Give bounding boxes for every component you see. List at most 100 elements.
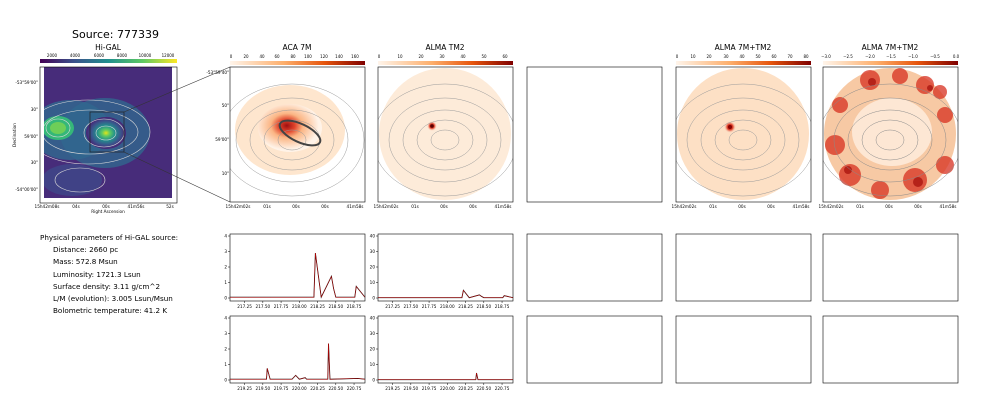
tm2-cbar-tick: 10 [397, 54, 403, 59]
tm2-xtick: 00s [469, 204, 477, 209]
empty-spectrum-panel [822, 315, 959, 384]
higal-title: Hi-GAL [95, 43, 122, 52]
higal-xtick: 41m56s [128, 204, 145, 209]
higal-cbar-tick: 12000 [162, 53, 175, 58]
spectrum-xtick-label: 218.75 [347, 304, 362, 309]
spectrum-ytick-label: 2 [224, 264, 227, 269]
combo-cbar-tick: 10 [690, 54, 696, 59]
combo-log-cbar-tick: −1.5 [886, 54, 896, 59]
higal-cbar-tick: 6000 [94, 53, 105, 58]
spectrum-ytick-label: 3 [224, 249, 227, 254]
spectrum-xtick-label: 217.50 [404, 304, 419, 309]
spectrum-xtick-label: 219.75 [274, 386, 289, 391]
higal-xtick: 15h42m08s [35, 204, 60, 209]
combo-cbar-tick: 30 [723, 54, 729, 59]
higal-ylabel: Declination [12, 123, 17, 147]
aca-ytick: 50" [222, 103, 229, 108]
parameter-line: Distance: 2660 pc [53, 245, 119, 255]
spectrum-xtick-label: 218.25 [310, 304, 325, 309]
higal-image [40, 67, 177, 203]
spectrum-ytick-label: 40 [370, 315, 376, 320]
combo-log-xtick: 00s [885, 204, 893, 209]
spectrum-aca-lower: 0 1 2 3 4 219.25 219.50 219.75 220.00 220.25 220.5… [224, 315, 366, 391]
zoom-connector-top [123, 66, 231, 113]
aca-cbar-tick: 140 [335, 54, 343, 59]
spectrum-xtick-label: 218.25 [458, 304, 473, 309]
spectrum-ytick-label: 20 [370, 346, 376, 351]
spectrum-xtick-label: 220.75 [347, 386, 362, 391]
spectrum-xtick-label: 219.25 [237, 386, 252, 391]
parameter-line: Mass: 572.8 Msun [53, 257, 118, 267]
combo-log-title: ALMA 7M+TM2 [862, 43, 919, 52]
empty-spectrum-panel [526, 315, 663, 384]
combo-xtick: 01s [709, 204, 717, 209]
spectrum-xtick-label: 217.75 [274, 304, 289, 309]
aca-ytick: 10" [222, 171, 229, 176]
combo-cbar-tick: 40 [739, 54, 745, 59]
spectrum-ytick-label: 1 [224, 362, 227, 367]
aca-cbar-tick: 20 [243, 54, 249, 59]
combo-xtick: 00s [767, 204, 775, 209]
combo-cbar-tick: 60 [771, 54, 777, 59]
spectrum-ytick-label: 10 [370, 280, 376, 285]
aca-title: ACA 7M [283, 43, 312, 52]
spectrum-xtick-label: 219.50 [256, 386, 271, 391]
tm2-panel: ALMA TM2 0 10 20 30 40 50 60 1 [374, 43, 514, 209]
tm2-cbar-tick: 40 [460, 54, 466, 59]
aca-xtick: 01s [263, 204, 271, 209]
combo-log-panel: ALMA 7M+TM2 −3.0 −2.5 −2.0 −1.5 −1.0 −0.… [819, 43, 960, 209]
tm2-cbar-tick: 20 [418, 54, 424, 59]
aca-ytick: 59'00" [215, 137, 229, 142]
combo-xtick: 00s [738, 204, 746, 209]
spectrum-ytick-label: 30 [370, 249, 376, 254]
parameter-line: Bolometric temperature: 41.2 K [53, 306, 168, 316]
spectrum-line-red [378, 372, 513, 380]
spectrum-xtick-label: 219.75 [422, 386, 437, 391]
spectrum-ytick-label: 2 [224, 346, 227, 351]
combo-cbar-tick: 0 [676, 54, 679, 59]
spectrum-xtick-label: 218.75 [495, 304, 510, 309]
spectrum-line-red [378, 289, 514, 298]
aca-image [230, 67, 365, 202]
tm2-image [378, 67, 513, 202]
combo-log-xtick: 15h42m02s [819, 204, 844, 209]
spectrum-line-black [230, 343, 366, 380]
combo-colorbar [676, 61, 811, 65]
parameter-line: L/M (evolution): 3.005 Lsun/Msun [53, 294, 173, 304]
tm2-cbar-tick: 50 [481, 54, 487, 59]
higal-ytick: 59'00" [24, 134, 38, 139]
combo-cbar-tick: 50 [755, 54, 761, 59]
physical-parameters: Physical parameters of Hi-GAL source: Di… [40, 232, 178, 317]
spectrum-frame [377, 315, 514, 384]
combo-log-xtick: 01s [856, 204, 864, 209]
spectrum-line-black [378, 289, 514, 299]
tm2-xtick: 00s [440, 204, 448, 209]
empty-spectrum-panel [675, 233, 812, 302]
spectrum-frame [377, 233, 514, 302]
combo-xtick: 15h42m02s [672, 204, 697, 209]
spectrum-ytick-label: 0 [224, 377, 227, 382]
combo-xtick: 41m58s [793, 204, 810, 209]
spectrum-ytick-label: 30 [370, 331, 376, 336]
higal-ytick: -53°59'00" [15, 80, 38, 85]
combo-log-colorbar [823, 61, 958, 65]
spectrum-xtick-label: 217.25 [237, 304, 252, 309]
empty-spectrum-panel [675, 315, 812, 384]
combo-cbar-tick: 20 [706, 54, 712, 59]
higal-cbar-tick: 10000 [139, 53, 152, 58]
combo-log-cbar-tick: −1.0 [908, 54, 918, 59]
spectrum-ytick-label: 3 [224, 331, 227, 336]
combo-log-image [823, 67, 958, 202]
spectrum-xtick-label: 219.25 [385, 386, 400, 391]
aca-beam-ellipse [278, 119, 322, 147]
spectrum-ytick-label: 20 [370, 264, 376, 269]
aca-xtick: 15h42m02s [226, 204, 251, 209]
combo-cbar-tick: 80 [803, 54, 809, 59]
higal-cbar-tick: 8000 [117, 53, 128, 58]
aca-panel: ACA 7M 0 20 40 60 80 100 120 140 160 [206, 43, 366, 209]
spectrum-line-red [230, 343, 366, 380]
combo-image [676, 67, 811, 202]
